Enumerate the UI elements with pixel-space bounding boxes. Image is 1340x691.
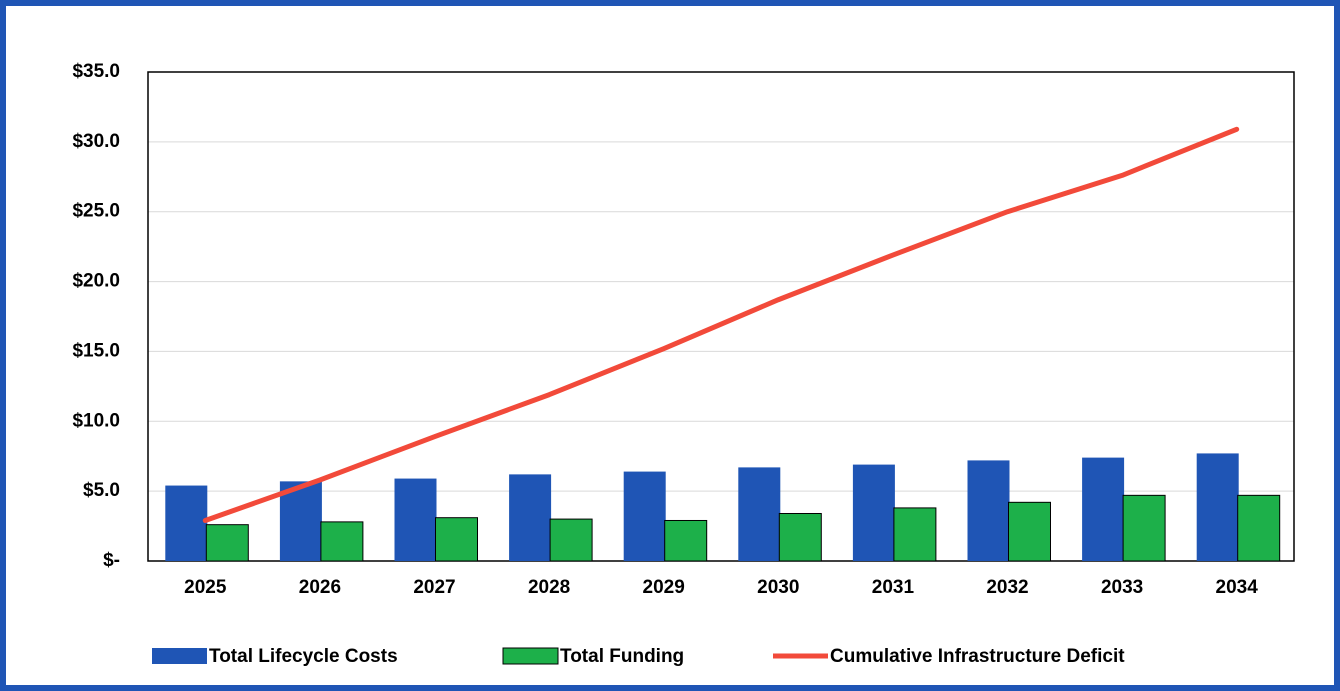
y-tick-label: $35.0	[72, 61, 120, 82]
x-tick-label: 2034	[1216, 577, 1259, 598]
bar	[549, 518, 593, 562]
y-tick-label: $25.0	[72, 201, 120, 222]
plot-border	[147, 71, 1295, 562]
line	[202, 126, 1240, 523]
bar	[967, 460, 1010, 561]
bar	[320, 521, 364, 562]
bar	[664, 519, 708, 562]
bar	[435, 517, 478, 562]
bar	[1082, 457, 1125, 561]
legend-label: Total Lifecycle Costs	[209, 646, 398, 667]
bar	[623, 471, 666, 561]
bar	[509, 474, 552, 561]
bar	[165, 485, 208, 561]
y-tick-label: $15.0	[72, 340, 120, 361]
x-tick-label: 2026	[299, 577, 341, 598]
x-tick-label: 2028	[528, 577, 570, 598]
bar	[1122, 494, 1166, 562]
x-tick-label: 2033	[1101, 577, 1143, 598]
x-tick-label: 2025	[184, 577, 227, 598]
x-tick-label: 2030	[757, 577, 799, 598]
bar	[205, 524, 249, 562]
x-tick-label: 2027	[413, 577, 455, 598]
y-tick-label: $-	[103, 550, 120, 571]
bar	[1196, 453, 1239, 561]
bar	[279, 481, 322, 561]
bar	[1237, 494, 1281, 562]
y-tick-label: $30.0	[72, 131, 120, 152]
bar	[778, 512, 822, 562]
bar	[738, 467, 781, 561]
y-tick-label: $20.0	[72, 271, 120, 292]
bar	[893, 507, 937, 562]
legend-label: Cumulative Infrastructure Deficit	[830, 646, 1125, 667]
x-tick-label: 2029	[643, 577, 685, 598]
legend-swatch	[502, 647, 559, 665]
legend-label: Total Funding	[560, 646, 684, 667]
y-tick-label: $5.0	[83, 480, 120, 501]
bar	[852, 464, 895, 561]
bar	[1008, 501, 1051, 562]
legend-swatch	[152, 648, 207, 664]
x-tick-label: 2032	[986, 577, 1028, 598]
y-tick-label: $10.0	[72, 410, 120, 431]
bar	[394, 478, 437, 561]
x-tick-label: 2031	[872, 577, 915, 598]
